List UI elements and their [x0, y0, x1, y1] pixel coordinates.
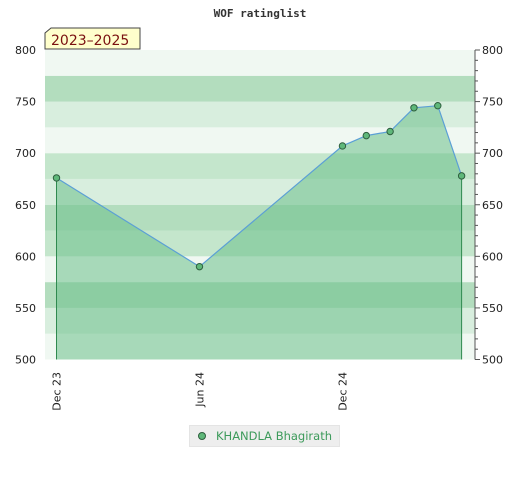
y-tick-label-left: 800 [15, 44, 36, 57]
y-tick-label-left: 600 [15, 250, 36, 263]
y-tick-label-right: 650 [482, 199, 503, 212]
series-area [56, 105, 462, 360]
series-line-layer [56, 105, 463, 268]
area-layer [56, 105, 462, 360]
series-line [56, 105, 463, 268]
y-tick-label-right: 600 [482, 250, 503, 263]
data-point [434, 102, 442, 110]
data-point [457, 172, 466, 180]
y-tick-label-right: 750 [482, 96, 503, 109]
x-tick-label: Dec 24 [336, 372, 349, 411]
x-tick-label: Jun 24 [193, 372, 206, 408]
y-tick-label-right: 550 [482, 302, 503, 315]
y-axis-right: 500 550 600 650 700 750 800 [474, 44, 503, 367]
data-point [195, 262, 204, 271]
y-tick-label-left: 650 [15, 199, 36, 212]
data-point [52, 174, 61, 182]
background-band [45, 75, 475, 102]
period-badge-label: 2023–2025 [51, 33, 129, 49]
legend: KHANDLA Bhagirath [189, 425, 340, 447]
data-point [410, 104, 418, 112]
legend-marker-icon [198, 432, 206, 440]
drop-lines [56, 175, 463, 360]
data-point [386, 127, 394, 136]
y-tick-label-left: 550 [15, 302, 36, 315]
y-tick-label-right: 700 [482, 147, 503, 160]
y-tick-label-right: 500 [482, 354, 503, 367]
x-tick-label: Dec 23 [51, 372, 64, 411]
y-tick-label-left: 700 [15, 147, 36, 160]
period-badge: 2023–2025 [44, 27, 141, 50]
background-band [45, 50, 475, 76]
y-axis-left: 500 550 600 650 700 750 800 [15, 44, 36, 367]
legend-label: KHANDLA Bhagirath [216, 429, 332, 443]
y-tick-label-left: 750 [15, 96, 36, 109]
data-point [362, 131, 370, 140]
y-tick-label-left: 500 [15, 354, 36, 367]
y-tick-label-right: 800 [482, 44, 503, 57]
x-axis: Dec 23 Jun 24 Dec 24 [51, 372, 350, 411]
chart-title: WOF ratinglist [214, 7, 307, 20]
data-point [338, 142, 347, 150]
data-points [52, 102, 466, 271]
